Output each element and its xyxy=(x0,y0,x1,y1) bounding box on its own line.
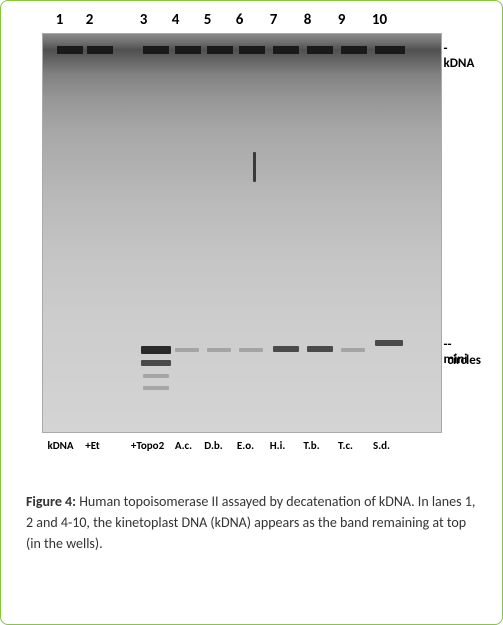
lane-label: T.c. xyxy=(332,439,360,452)
gel-band xyxy=(375,340,403,346)
lane-number: 1 xyxy=(50,11,70,29)
lane-label: +Et xyxy=(80,439,106,452)
lane-label: A.c. xyxy=(170,439,198,452)
lane-label: S.d. xyxy=(368,439,396,452)
lane-label: kDNA xyxy=(44,439,78,452)
well xyxy=(341,46,367,54)
gel-band xyxy=(143,374,169,378)
lane-label: T.b. xyxy=(298,439,326,452)
gel-band xyxy=(307,346,333,352)
well xyxy=(87,46,113,54)
well xyxy=(307,46,333,54)
lane-number: 6 xyxy=(230,11,250,29)
well xyxy=(175,46,201,54)
gel-band xyxy=(207,348,231,352)
gel-band xyxy=(143,386,169,390)
gel-band xyxy=(273,346,299,352)
gel-band xyxy=(175,348,199,352)
gel-band xyxy=(239,348,263,352)
gel-band xyxy=(141,360,171,366)
gel-figure: 1 2 3 4 5 6 7 8 9 10 xyxy=(32,11,472,481)
lane-number: 7 xyxy=(264,11,284,29)
figure-label: Figure 4: xyxy=(26,493,76,510)
lane-label: E.o. xyxy=(232,439,260,452)
lane-number: 9 xyxy=(332,11,352,29)
well xyxy=(207,46,233,54)
gel-artifact xyxy=(253,152,256,182)
lane-number: 10 xyxy=(366,11,394,29)
gel-band xyxy=(341,348,365,352)
figure-caption-text: Human topoisomerase II assayed by decate… xyxy=(26,493,475,552)
well xyxy=(375,46,405,54)
lane-label: D.b. xyxy=(200,439,228,452)
lane-number: 8 xyxy=(298,11,318,29)
minicircles-label-2: circles xyxy=(448,353,481,368)
well xyxy=(57,46,83,54)
well xyxy=(239,46,265,54)
lane-number: 4 xyxy=(166,11,186,29)
gel-band xyxy=(141,346,171,354)
well-row xyxy=(43,46,441,54)
lane-number: 5 xyxy=(198,11,218,29)
lane-number: 3 xyxy=(134,11,154,29)
well xyxy=(143,46,169,54)
kdna-label: -kDNA xyxy=(444,41,475,71)
lane-label: H.i. xyxy=(264,439,292,452)
figure-caption: Figure 4: Human topoisomerase II assayed… xyxy=(11,491,492,554)
well xyxy=(273,46,299,54)
lane-label: +Topo2 xyxy=(126,439,170,452)
lane-number: 2 xyxy=(80,11,100,29)
gel-image xyxy=(42,33,442,433)
